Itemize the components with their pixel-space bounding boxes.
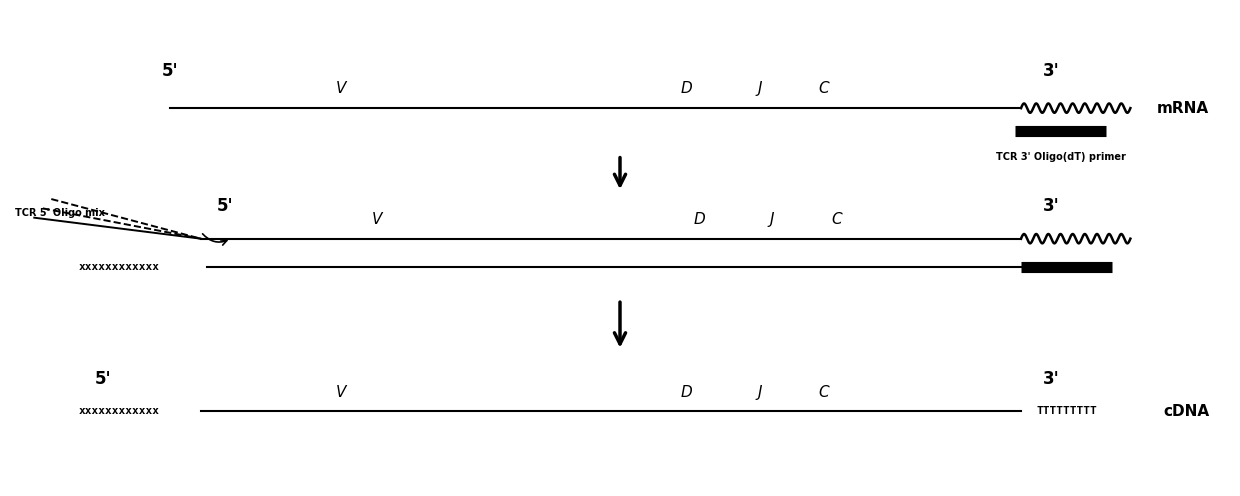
Text: D: D (681, 384, 693, 400)
Text: cDNA: cDNA (1163, 404, 1209, 419)
Text: TCR 3' Oligo(dT) primer: TCR 3' Oligo(dT) primer (996, 152, 1126, 162)
Text: 5': 5' (162, 62, 179, 80)
Text: J: J (770, 212, 774, 227)
Text: D: D (681, 81, 693, 96)
Text: V: V (335, 81, 346, 96)
Text: TTTTTTTTT: TTTTTTTTT (1037, 406, 1097, 416)
Text: J: J (758, 81, 763, 96)
Text: 3': 3' (1043, 62, 1060, 80)
Text: xxxxxxxxxxxx: xxxxxxxxxxxx (79, 262, 160, 272)
Text: C: C (818, 81, 830, 96)
Text: C: C (831, 212, 842, 227)
Text: D: D (693, 212, 704, 227)
Text: V: V (335, 384, 346, 400)
Text: 3': 3' (1043, 370, 1060, 388)
Text: TCR 5' Oligo mix: TCR 5' Oligo mix (15, 208, 104, 218)
Text: V: V (372, 212, 382, 227)
Text: 5': 5' (217, 197, 233, 215)
Text: mRNA: mRNA (1157, 101, 1209, 116)
Text: xxxxxxxxxxxx: xxxxxxxxxxxx (79, 406, 160, 416)
Text: 5': 5' (95, 370, 112, 388)
Text: J: J (758, 384, 763, 400)
Text: C: C (818, 384, 830, 400)
Text: 3': 3' (1043, 197, 1060, 215)
